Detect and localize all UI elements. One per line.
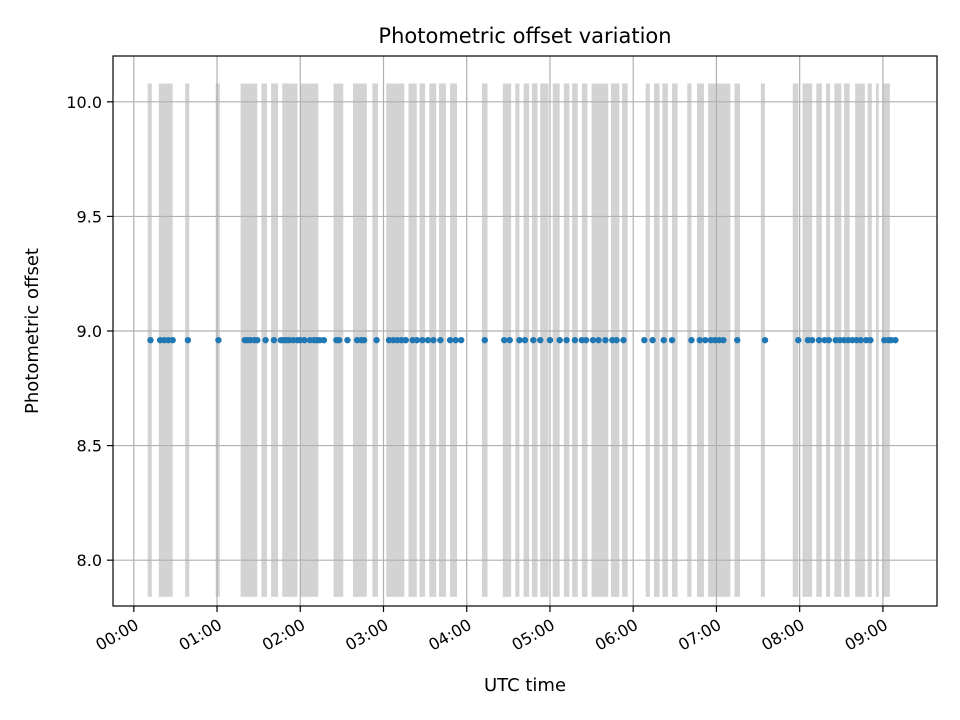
y-axis-ticks: 8.0 8.5 9.0 9.5 10.0 [66, 93, 113, 570]
data-point [516, 336, 523, 344]
data-point [320, 336, 328, 344]
data-point [571, 336, 579, 344]
background-band [645, 83, 650, 597]
data-point [521, 336, 529, 344]
background-band [552, 83, 560, 597]
data-point [761, 336, 769, 344]
data-point [270, 336, 278, 344]
data-point [344, 336, 351, 344]
data-point [537, 336, 544, 344]
data-point [184, 336, 192, 344]
background-band [654, 83, 660, 597]
data-point [660, 336, 667, 344]
data-point [481, 336, 488, 344]
data-point [589, 336, 597, 344]
data-point [892, 336, 899, 344]
data-point [696, 336, 703, 344]
y-tick-label: 10.0 [66, 93, 102, 112]
data-point [734, 336, 741, 344]
data-point [556, 336, 563, 344]
chart-title: Photometric offset variation [378, 24, 671, 48]
data-point [430, 336, 437, 344]
data-point [335, 336, 343, 344]
data-point [668, 336, 676, 344]
data-point [373, 336, 380, 344]
data-point [437, 336, 444, 344]
data-point [702, 336, 709, 344]
data-point [262, 336, 269, 344]
data-point [808, 336, 816, 344]
data-point [620, 336, 627, 344]
data-point [546, 336, 554, 344]
grid-lines [113, 56, 937, 606]
data-point [795, 336, 802, 344]
data-point [602, 336, 609, 344]
data-point [500, 336, 508, 344]
y-tick-label: 9.5 [77, 207, 102, 226]
data-point [147, 336, 154, 344]
y-tick-label: 9.0 [77, 322, 102, 341]
data-point [867, 336, 874, 344]
data-point [169, 336, 176, 344]
y-axis-label: Photometric offset [22, 248, 43, 414]
data-point [595, 336, 602, 344]
data-point [815, 336, 823, 344]
data-point [582, 336, 590, 344]
data-point [506, 336, 513, 344]
data-point [613, 336, 620, 344]
y-tick-label: 8.5 [77, 437, 102, 456]
data-point [254, 336, 261, 344]
data-point [457, 336, 465, 344]
data-point [301, 336, 308, 344]
data-point [446, 336, 454, 344]
data-point [720, 336, 727, 344]
data-point [413, 336, 420, 344]
data-point [419, 336, 426, 344]
data-point [857, 336, 864, 344]
data-point [530, 336, 537, 344]
data-point [424, 336, 432, 344]
x-axis-label: UTC time [484, 675, 566, 696]
data-point [452, 336, 459, 344]
data-point [825, 336, 832, 344]
data-point [688, 336, 695, 344]
data-point [360, 336, 368, 344]
y-tick-label: 8.0 [77, 551, 102, 570]
background-band [875, 83, 879, 597]
data-point [402, 336, 409, 344]
data-point [563, 336, 570, 344]
data-point [641, 336, 648, 344]
data-point [215, 336, 222, 344]
data-point [649, 336, 656, 344]
background-band [540, 83, 549, 597]
data-points [147, 336, 899, 344]
